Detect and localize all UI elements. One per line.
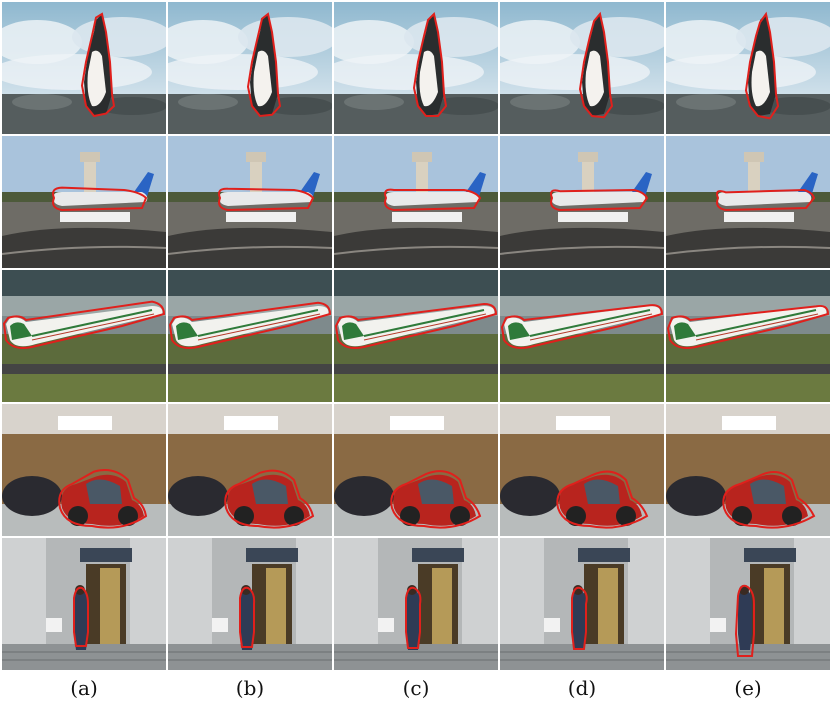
tile-person-at-building-entrance-e xyxy=(666,538,830,670)
caption-e: (e) xyxy=(734,676,762,700)
segmentation-contour xyxy=(550,188,649,212)
tile-airliner-taking-off-b xyxy=(168,270,332,402)
tile-airliner-taking-off-d xyxy=(500,270,664,402)
tile-red-scooter-by-stone-wall-b xyxy=(168,404,332,536)
segmentation-contour xyxy=(571,586,588,650)
tile-airliner-taking-off-c xyxy=(334,270,498,402)
tile-penguin-on-rocks-b xyxy=(168,2,332,134)
segmentation-contour xyxy=(412,12,448,117)
segmentation-contour xyxy=(734,584,755,657)
segmentation-contour xyxy=(80,12,116,118)
segmentation-contour xyxy=(334,302,498,349)
caption-c: (c) xyxy=(402,676,430,700)
tile-airliner-taking-off-a xyxy=(2,270,166,402)
tile-person-at-building-entrance-c xyxy=(334,538,498,670)
segmentation-contour xyxy=(556,470,649,529)
tile-penguin-on-rocks-e xyxy=(666,2,830,134)
tile-penguin-on-rocks-a xyxy=(2,2,166,134)
segmentation-contour xyxy=(246,12,282,118)
caption-d: (d) xyxy=(567,676,597,700)
segmentation-contour xyxy=(716,188,816,212)
segmentation-contour xyxy=(58,469,148,529)
tile-person-at-building-entrance-d xyxy=(500,538,664,670)
segmentation-contour xyxy=(390,470,482,529)
tile-airliner-taking-off-e xyxy=(666,270,830,402)
tile-airport-plane-with-tower-d xyxy=(500,136,664,268)
tile-red-scooter-by-stone-wall-e xyxy=(666,404,830,536)
segmentation-contour xyxy=(218,187,315,212)
segmentation-contour xyxy=(2,300,166,349)
image-grid xyxy=(2,2,832,670)
segmentation-contour xyxy=(666,304,830,349)
tile-airport-plane-with-tower-e xyxy=(666,136,830,268)
tile-person-at-building-entrance-a xyxy=(2,538,166,670)
tile-airport-plane-with-tower-a xyxy=(2,136,166,268)
segmentation-contour xyxy=(405,586,422,649)
segmentation-contour xyxy=(744,11,780,120)
segmentation-contour xyxy=(73,586,89,647)
segmentation-contour xyxy=(52,186,148,212)
segmentation-contour xyxy=(722,471,816,529)
segmentation-contour xyxy=(384,188,482,212)
tile-person-at-building-entrance-b xyxy=(168,538,332,670)
segmentation-contour xyxy=(224,469,315,529)
tile-red-scooter-by-stone-wall-c xyxy=(334,404,498,536)
tile-red-scooter-by-stone-wall-a xyxy=(2,404,166,536)
tile-airport-plane-with-tower-b xyxy=(168,136,332,268)
caption-a: (a) xyxy=(70,676,98,700)
caption-b: (b) xyxy=(235,676,265,700)
tile-penguin-on-rocks-d xyxy=(500,2,664,134)
tile-red-scooter-by-stone-wall-d xyxy=(500,404,664,536)
segmentation-contour xyxy=(239,586,256,648)
tile-airport-plane-with-tower-c xyxy=(334,136,498,268)
segmentation-contour xyxy=(578,11,614,119)
segmentation-contour xyxy=(500,304,664,349)
segmentation-contour xyxy=(168,301,332,349)
tile-penguin-on-rocks-c xyxy=(334,2,498,134)
